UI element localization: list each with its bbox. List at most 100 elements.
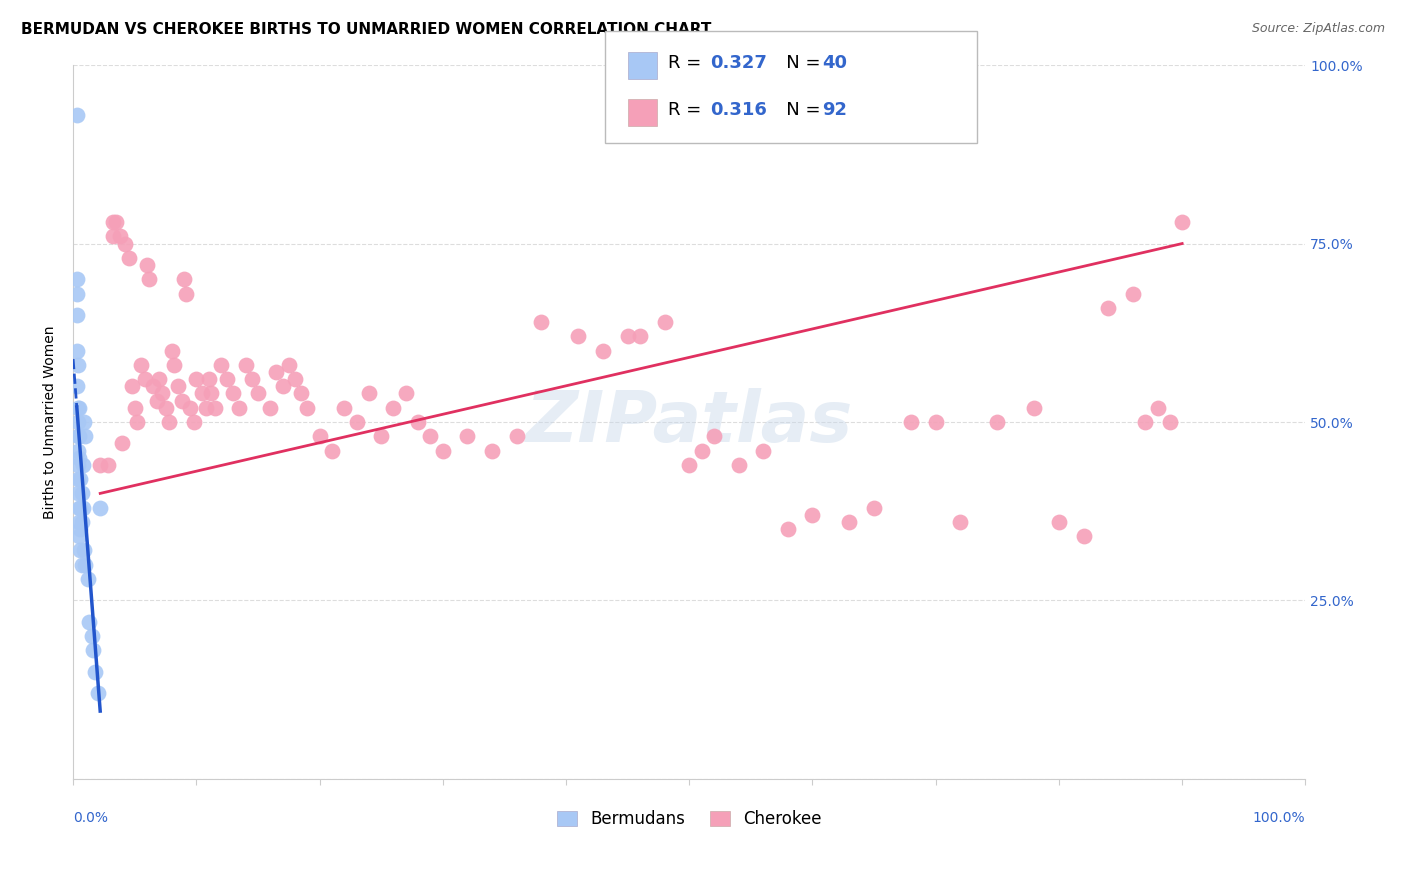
Point (284, 372, 307, 386)
Point (66, 343, 89, 358)
Point (121, 379, 143, 393)
Point (186, 372, 208, 386)
Point (191, 386, 214, 401)
Point (66, 472, 89, 486)
Point (246, 386, 269, 401)
Point (179, 401, 201, 415)
Point (69, 472, 91, 486)
Point (863, 500, 886, 515)
Point (727, 458, 749, 472)
Point (838, 515, 860, 529)
Point (690, 443, 713, 458)
Point (395, 386, 418, 401)
Text: R =: R = (668, 54, 707, 71)
Point (200, 386, 222, 401)
Point (127, 415, 149, 429)
Point (72, 500, 94, 515)
Point (1122, 286, 1144, 301)
Point (592, 343, 614, 358)
Point (925, 415, 948, 429)
Point (134, 372, 156, 386)
Point (1073, 529, 1095, 543)
Point (105, 215, 128, 229)
Point (228, 401, 250, 415)
Text: N =: N = (769, 101, 827, 119)
Point (176, 286, 198, 301)
Point (1146, 401, 1168, 415)
Point (506, 429, 529, 443)
Point (136, 258, 159, 272)
Point (271, 379, 294, 393)
Point (628, 329, 651, 343)
Point (146, 393, 169, 408)
Point (1135, 415, 1157, 429)
Point (382, 401, 405, 415)
Text: 0.0%: 0.0% (73, 811, 108, 825)
Point (456, 429, 478, 443)
Text: 100.0%: 100.0% (1253, 811, 1305, 825)
Point (66, 308, 89, 322)
Point (73, 415, 96, 429)
Point (481, 443, 503, 458)
Point (66, 429, 89, 443)
Point (776, 522, 799, 536)
Point (67, 500, 90, 515)
Point (290, 386, 312, 401)
Point (72, 458, 94, 472)
Point (1047, 515, 1070, 529)
Point (235, 358, 257, 372)
Point (89, 500, 111, 515)
Point (101, 229, 124, 244)
Point (266, 365, 288, 379)
Point (157, 415, 180, 429)
Point (66, 443, 89, 458)
Point (66, 358, 89, 372)
Point (204, 401, 226, 415)
Point (70, 515, 93, 529)
Point (432, 443, 454, 458)
Point (67, 429, 90, 443)
Point (69, 500, 91, 515)
Point (277, 358, 299, 372)
Point (949, 515, 972, 529)
Point (67, 529, 90, 543)
Point (1024, 401, 1046, 415)
Text: N =: N = (769, 54, 827, 71)
Point (129, 358, 152, 372)
Point (616, 329, 638, 343)
Point (66, 458, 89, 472)
Point (900, 415, 922, 429)
Point (1097, 301, 1119, 315)
Point (75, 558, 97, 572)
Point (69, 522, 91, 536)
Text: BERMUDAN VS CHEROKEE BIRTHS TO UNMARRIED WOMEN CORRELATION CHART: BERMUDAN VS CHEROKEE BIRTHS TO UNMARRIED… (21, 22, 711, 37)
Text: 0.327: 0.327 (710, 54, 766, 71)
Point (142, 379, 165, 393)
Point (66, 272, 89, 286)
Point (70, 558, 93, 572)
Point (752, 443, 775, 458)
Point (986, 415, 1008, 429)
Point (217, 372, 239, 386)
Point (321, 443, 343, 458)
Point (117, 251, 139, 265)
Point (67, 450, 90, 465)
Point (678, 458, 700, 472)
Point (197, 372, 219, 386)
Point (69, 543, 91, 558)
Point (357, 386, 380, 401)
Point (1159, 415, 1181, 429)
Point (70, 486, 93, 500)
Point (170, 393, 193, 408)
Point (97, 458, 120, 472)
Point (66, 286, 89, 301)
Point (1171, 215, 1194, 229)
Text: 0.316: 0.316 (710, 101, 766, 119)
Point (209, 358, 232, 372)
Point (183, 415, 205, 429)
Point (77, 572, 100, 586)
Text: Source: ZipAtlas.com: Source: ZipAtlas.com (1251, 22, 1385, 36)
Point (155, 401, 177, 415)
Point (163, 358, 186, 372)
Point (801, 508, 824, 522)
